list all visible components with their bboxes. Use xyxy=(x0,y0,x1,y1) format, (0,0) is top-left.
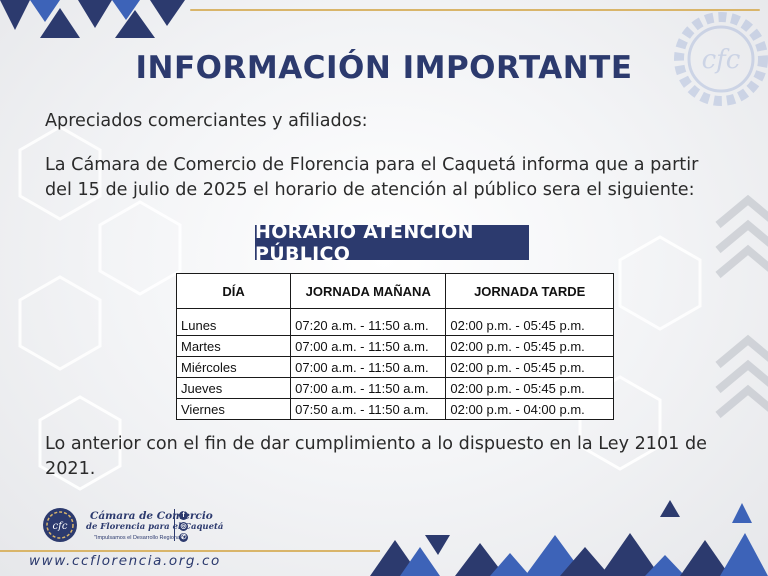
table-row: Viernes 07:50 a.m. - 11:50 a.m. 02:00 p.… xyxy=(175,398,614,420)
website-link[interactable]: www.ccflorencia.org.co xyxy=(29,553,221,569)
chamber-logo-icon: cfc xyxy=(43,508,77,542)
header-afternoon: JORNADA TARDE xyxy=(445,273,614,309)
afternoon-cell: 02:00 p.m. - 05:45 p.m. xyxy=(445,377,614,399)
whatsapp-icon[interactable]: ✆ xyxy=(179,533,188,542)
day-cell: Jueves xyxy=(175,377,292,399)
bottom-decoration xyxy=(370,500,768,576)
schedule-table: DÍA JORNADA MAÑANA JORNADA TARDE Lunes 0… xyxy=(175,273,614,420)
org-tagline: "Impulsamos el Desarrollo Regional" xyxy=(94,535,184,541)
top-decoration xyxy=(0,0,185,38)
table-row: Miércoles 07:00 a.m. - 11:50 a.m. 02:00 … xyxy=(175,356,614,378)
morning-cell: 07:00 a.m. - 11:50 a.m. xyxy=(290,335,447,357)
day-cell: Viernes xyxy=(175,398,292,420)
top-gold-line xyxy=(190,9,760,11)
day-cell: Martes xyxy=(175,335,292,357)
table-row: Jueves 07:00 a.m. - 11:50 a.m. 02:00 p.m… xyxy=(175,377,614,399)
organization-brand: cfc Cámara de Comercio de Florencia para… xyxy=(42,507,242,547)
chevron-decoration-icon xyxy=(715,195,768,419)
brand-divider xyxy=(174,509,175,541)
afternoon-cell: 02:00 p.m. - 05:45 p.m. xyxy=(445,356,614,378)
instagram-icon[interactable]: ◎ xyxy=(179,522,188,531)
footer-gold-line xyxy=(0,550,380,552)
page-title: INFORMACIÓN IMPORTANTE xyxy=(135,50,633,86)
facebook-icon[interactable]: f xyxy=(179,511,188,520)
greeting-text: Apreciados comerciantes y afiliados: xyxy=(45,111,368,131)
org-name-line1: Cámara de Comercio xyxy=(90,510,213,522)
table-header-row: DÍA JORNADA MAÑANA JORNADA TARDE xyxy=(175,273,614,309)
header-morning: JORNADA MAÑANA xyxy=(290,273,447,309)
day-cell: Miércoles xyxy=(175,356,292,378)
schedule-banner: HORARIO ATENCIÓN PÚBLICO xyxy=(255,221,529,265)
afternoon-cell: 02:00 p.m. - 05:45 p.m. xyxy=(445,315,614,336)
intro-paragraph: La Cámara de Comercio de Florencia para … xyxy=(45,155,699,200)
afternoon-cell: 02:00 p.m. - 04:00 p.m. xyxy=(445,398,614,420)
svg-text:cfc: cfc xyxy=(702,45,741,75)
table-row: Lunes 07:20 a.m. - 11:50 a.m. 02:00 p.m.… xyxy=(175,315,614,336)
watermark-logo-icon: cfc xyxy=(674,12,768,106)
table-row: Martes 07:00 a.m. - 11:50 a.m. 02:00 p.m… xyxy=(175,335,614,357)
morning-cell: 07:00 a.m. - 11:50 a.m. xyxy=(290,377,447,399)
afternoon-cell: 02:00 p.m. - 05:45 p.m. xyxy=(445,335,614,357)
morning-cell: 07:50 a.m. - 11:50 a.m. xyxy=(290,398,447,420)
svg-text:cfc: cfc xyxy=(53,521,68,532)
org-name-line2: de Florencia para el Caquetá xyxy=(86,522,224,532)
day-cell: Lunes xyxy=(175,315,292,336)
morning-cell: 07:00 a.m. - 11:50 a.m. xyxy=(290,356,447,378)
morning-cell: 07:20 a.m. - 11:50 a.m. xyxy=(290,315,447,336)
closing-paragraph: Lo anterior con el fin de dar cumplimien… xyxy=(45,434,707,479)
header-day: DÍA xyxy=(175,273,292,309)
